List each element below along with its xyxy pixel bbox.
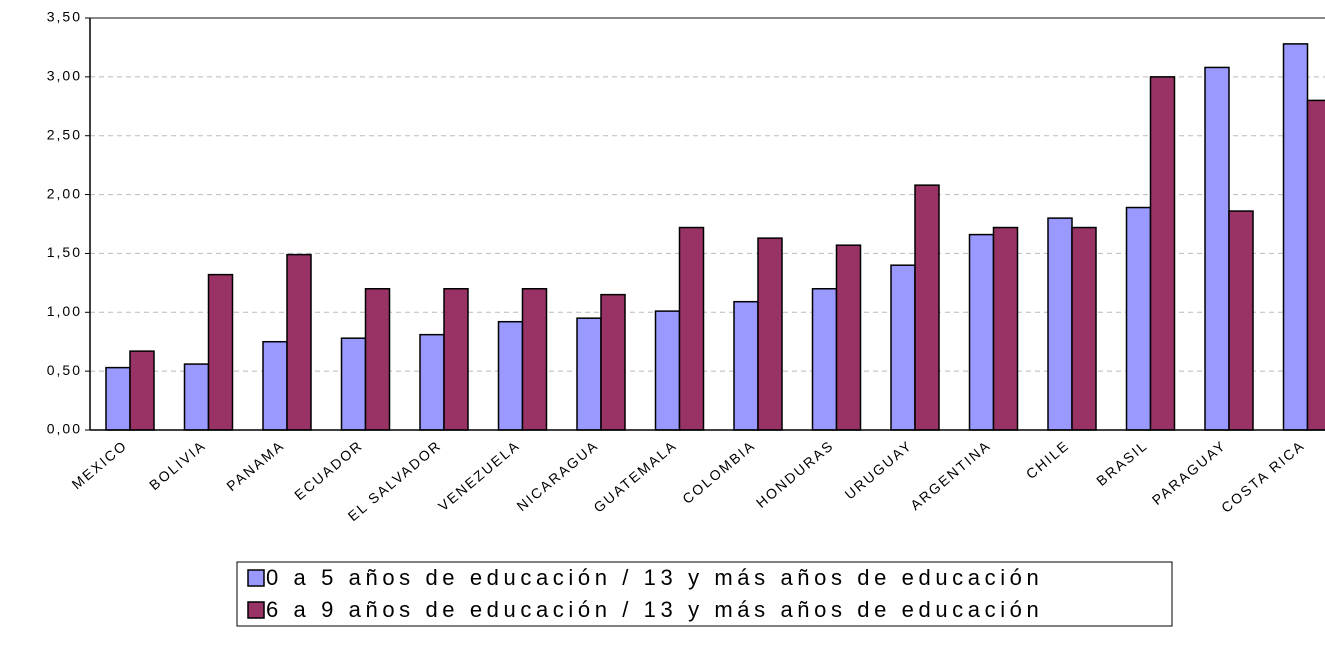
bar [1228,210,1254,431]
bar [1282,43,1309,431]
x-tick-label: COLOMBIA [679,437,758,507]
bar [364,287,391,431]
y-tick-label: 0,00 [47,421,82,437]
x-tick-label: COSTA RICA [1218,437,1308,516]
bar [340,337,367,431]
x-tick-label: ECUADOR [291,437,366,503]
bar [129,350,155,431]
bar [286,253,312,431]
bar [733,300,759,431]
x-tick-label: PANAMA [223,437,287,494]
x-tick-label: HONDURAS [753,437,837,511]
bar [497,320,524,431]
x-tick-label: GUATEMALA [590,437,679,516]
legend-swatch [247,569,265,587]
y-tick-label: 1,00 [47,303,82,319]
bar [1306,99,1325,431]
bar [1125,206,1152,431]
x-tick-label: BOLIVIA [146,437,209,493]
y-tick-label: 3,00 [47,68,82,84]
y-tick-label: 0,50 [47,362,82,378]
bar [914,184,940,431]
y-tick-label: 2,50 [47,126,82,142]
bar [654,310,681,431]
bar [968,233,995,431]
x-tick-label: ARGENTINA [907,437,994,513]
bar [443,287,469,431]
bar [600,293,626,431]
x-tick-label: NICARAGUA [513,437,601,514]
bar [678,226,705,431]
bar [1047,217,1073,431]
bar [576,317,602,431]
legend-swatch [247,601,265,619]
bar [105,366,131,431]
bar [262,340,288,431]
x-tick-label: CHILE [1023,437,1073,482]
bar [1149,76,1176,431]
x-tick-label: PARAGUAY [1149,437,1230,508]
legend-label: 6 a 9 años de educación / 13 y más años … [266,597,1043,622]
bar [811,287,838,431]
legend-label: 0 a 5 años de educación / 13 y más años … [266,565,1043,590]
legend-box [236,561,1173,627]
x-tick-label: BRASIL [1093,437,1151,489]
bar [207,273,234,431]
x-tick-label: URUGUAY [841,437,915,503]
bar [1071,226,1097,431]
bar [1204,66,1230,431]
y-tick-label: 1,50 [47,244,82,260]
bar [419,333,445,431]
y-tick-label: 2,00 [47,185,82,201]
bar [183,363,210,431]
bar [835,244,862,431]
bar [992,226,1019,431]
y-tick-label: 3,50 [47,9,82,25]
bar [757,237,783,431]
bar [521,287,548,431]
x-tick-label: VENEZUELA [435,437,523,514]
x-tick-label: MEXICO [69,437,131,492]
bar [890,264,916,431]
